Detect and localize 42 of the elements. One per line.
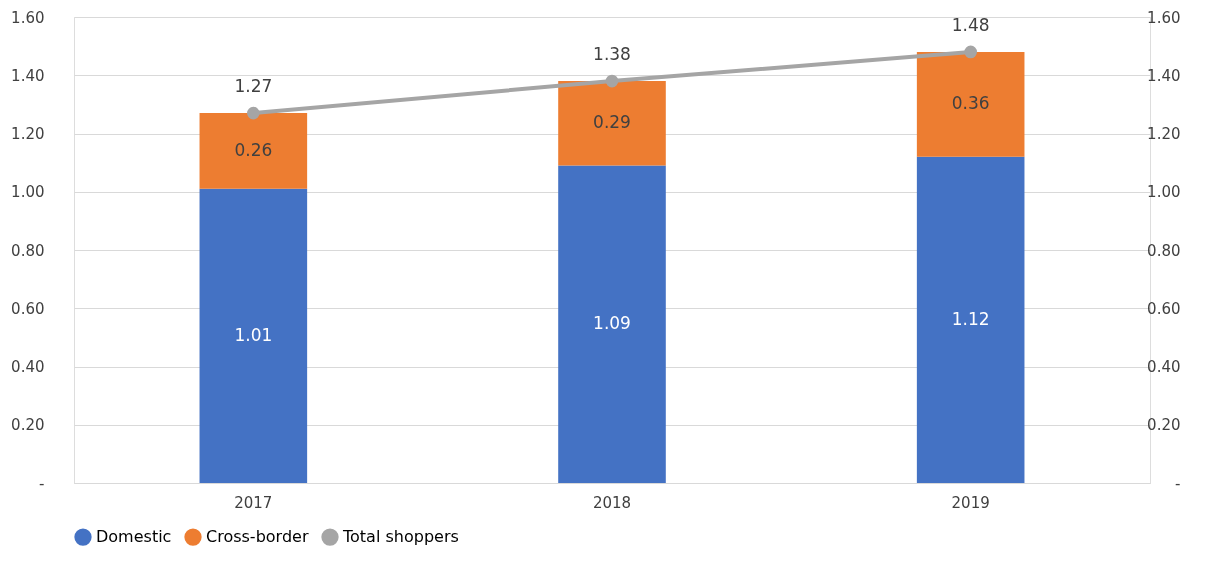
point bbox=[605, 74, 619, 88]
x-tick-label: 2017 bbox=[234, 493, 273, 512]
legend-label: Total shoppers bbox=[342, 527, 459, 547]
y2-tick-label: - bbox=[1175, 474, 1181, 493]
data-label: 1.48 bbox=[951, 14, 990, 35]
y2-tick-label: 1.20 bbox=[1147, 125, 1181, 143]
y-tick-label: 1.00 bbox=[11, 183, 45, 202]
y-tick-label: 0.80 bbox=[11, 241, 45, 260]
data-label: 1.27 bbox=[234, 76, 273, 97]
y-tick-label: - bbox=[39, 474, 45, 493]
y-tick-label: 1.60 bbox=[11, 8, 45, 27]
bar bbox=[916, 156, 1025, 483]
y2-tick-label: 1.60 bbox=[1147, 8, 1181, 27]
y2-tick-label: 0.40 bbox=[1147, 358, 1181, 376]
data-label: 1.38 bbox=[593, 44, 631, 65]
bar bbox=[199, 113, 308, 189]
data-label: 0.29 bbox=[593, 112, 631, 133]
point bbox=[247, 106, 260, 120]
bar bbox=[558, 81, 666, 166]
data-label: 1.12 bbox=[951, 308, 990, 329]
legend-label: Domestic bbox=[96, 527, 172, 547]
data-label: 1.09 bbox=[593, 313, 631, 334]
y-tick-label: 1.20 bbox=[11, 125, 45, 143]
data-label: 1.01 bbox=[234, 324, 273, 345]
y2-tick-label: 0.80 bbox=[1147, 241, 1181, 260]
y2-tick-label: 1.40 bbox=[1147, 66, 1181, 85]
y-tick-label: 1.40 bbox=[11, 66, 45, 85]
y-tick-label: 0.40 bbox=[11, 358, 45, 376]
x-tick-label: 2018 bbox=[592, 493, 632, 512]
y2-tick-label: 1.00 bbox=[1147, 183, 1181, 202]
bar bbox=[916, 51, 1025, 157]
x-tick-label: 2019 bbox=[951, 493, 990, 512]
y2-tick-label: 0.20 bbox=[1147, 416, 1181, 435]
bar bbox=[558, 165, 666, 483]
y2-tick-label: 0.60 bbox=[1147, 299, 1181, 318]
y-tick-label: 0.60 bbox=[11, 299, 45, 318]
point bbox=[964, 45, 977, 59]
bar bbox=[199, 188, 308, 483]
y-tick-label: 0.20 bbox=[11, 416, 45, 435]
legend-label: Cross-border bbox=[206, 527, 309, 547]
data-label: 0.36 bbox=[951, 93, 990, 114]
data-label: 0.26 bbox=[234, 139, 273, 160]
